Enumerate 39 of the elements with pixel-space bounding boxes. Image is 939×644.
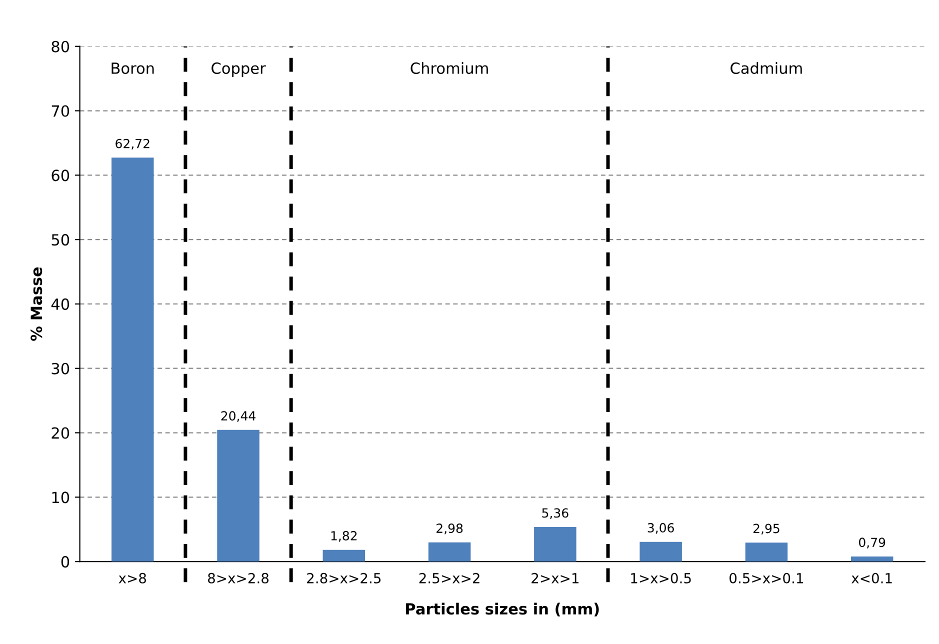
x-tick-label: 8>x>2.8 [208,572,269,584]
x-tick-label: x<0.1 [852,572,892,584]
bar [112,158,154,562]
x-axis-title: Particles sizes in (mm) [406,602,599,616]
y-tick-label: 60 [52,170,70,182]
bar [850,556,894,562]
bar [534,527,576,562]
y-tick-label: 70 [52,105,70,117]
annotation: Chromium [410,62,488,74]
x-tick-label: 2.5>x>2 [419,572,480,584]
bar [428,542,471,562]
y-tick-label: 0 [61,556,70,568]
bar [745,542,788,562]
x-tick-label: 0.5>x>0.1 [730,572,804,584]
y-axis-title: % Masse [30,267,42,341]
data-label: 62,72 [116,138,150,150]
data-label: 5,36 [542,508,568,519]
annotation: Copper [212,62,266,77]
data-label: 0,79 [859,538,886,548]
data-label: 1,82 [331,531,357,542]
bar [640,542,682,562]
y-tick-label: 50 [52,234,70,246]
x-tick-label: 1>x>0.5 [631,572,691,584]
y-tick-label: 30 [52,362,70,374]
y-tick-label: 20 [52,427,70,439]
annotation: Cadmium [730,62,802,74]
data-label: 3,06 [648,523,674,534]
annotation: Boron [112,62,154,74]
data-label: 20,44 [221,411,256,422]
y-tick-label: 80 [52,40,70,52]
bar [217,430,260,562]
x-tick-label: 2.8>x>2.5 [307,572,381,584]
x-tick-label: x>8 [118,572,146,584]
x-tick-label: 2>x>1 [532,572,578,584]
data-label: 2,98 [436,524,463,534]
bar [322,550,366,562]
y-tick-label: 10 [52,492,70,504]
data-label: 2,95 [753,524,780,534]
y-tick-label: 40 [51,298,70,310]
